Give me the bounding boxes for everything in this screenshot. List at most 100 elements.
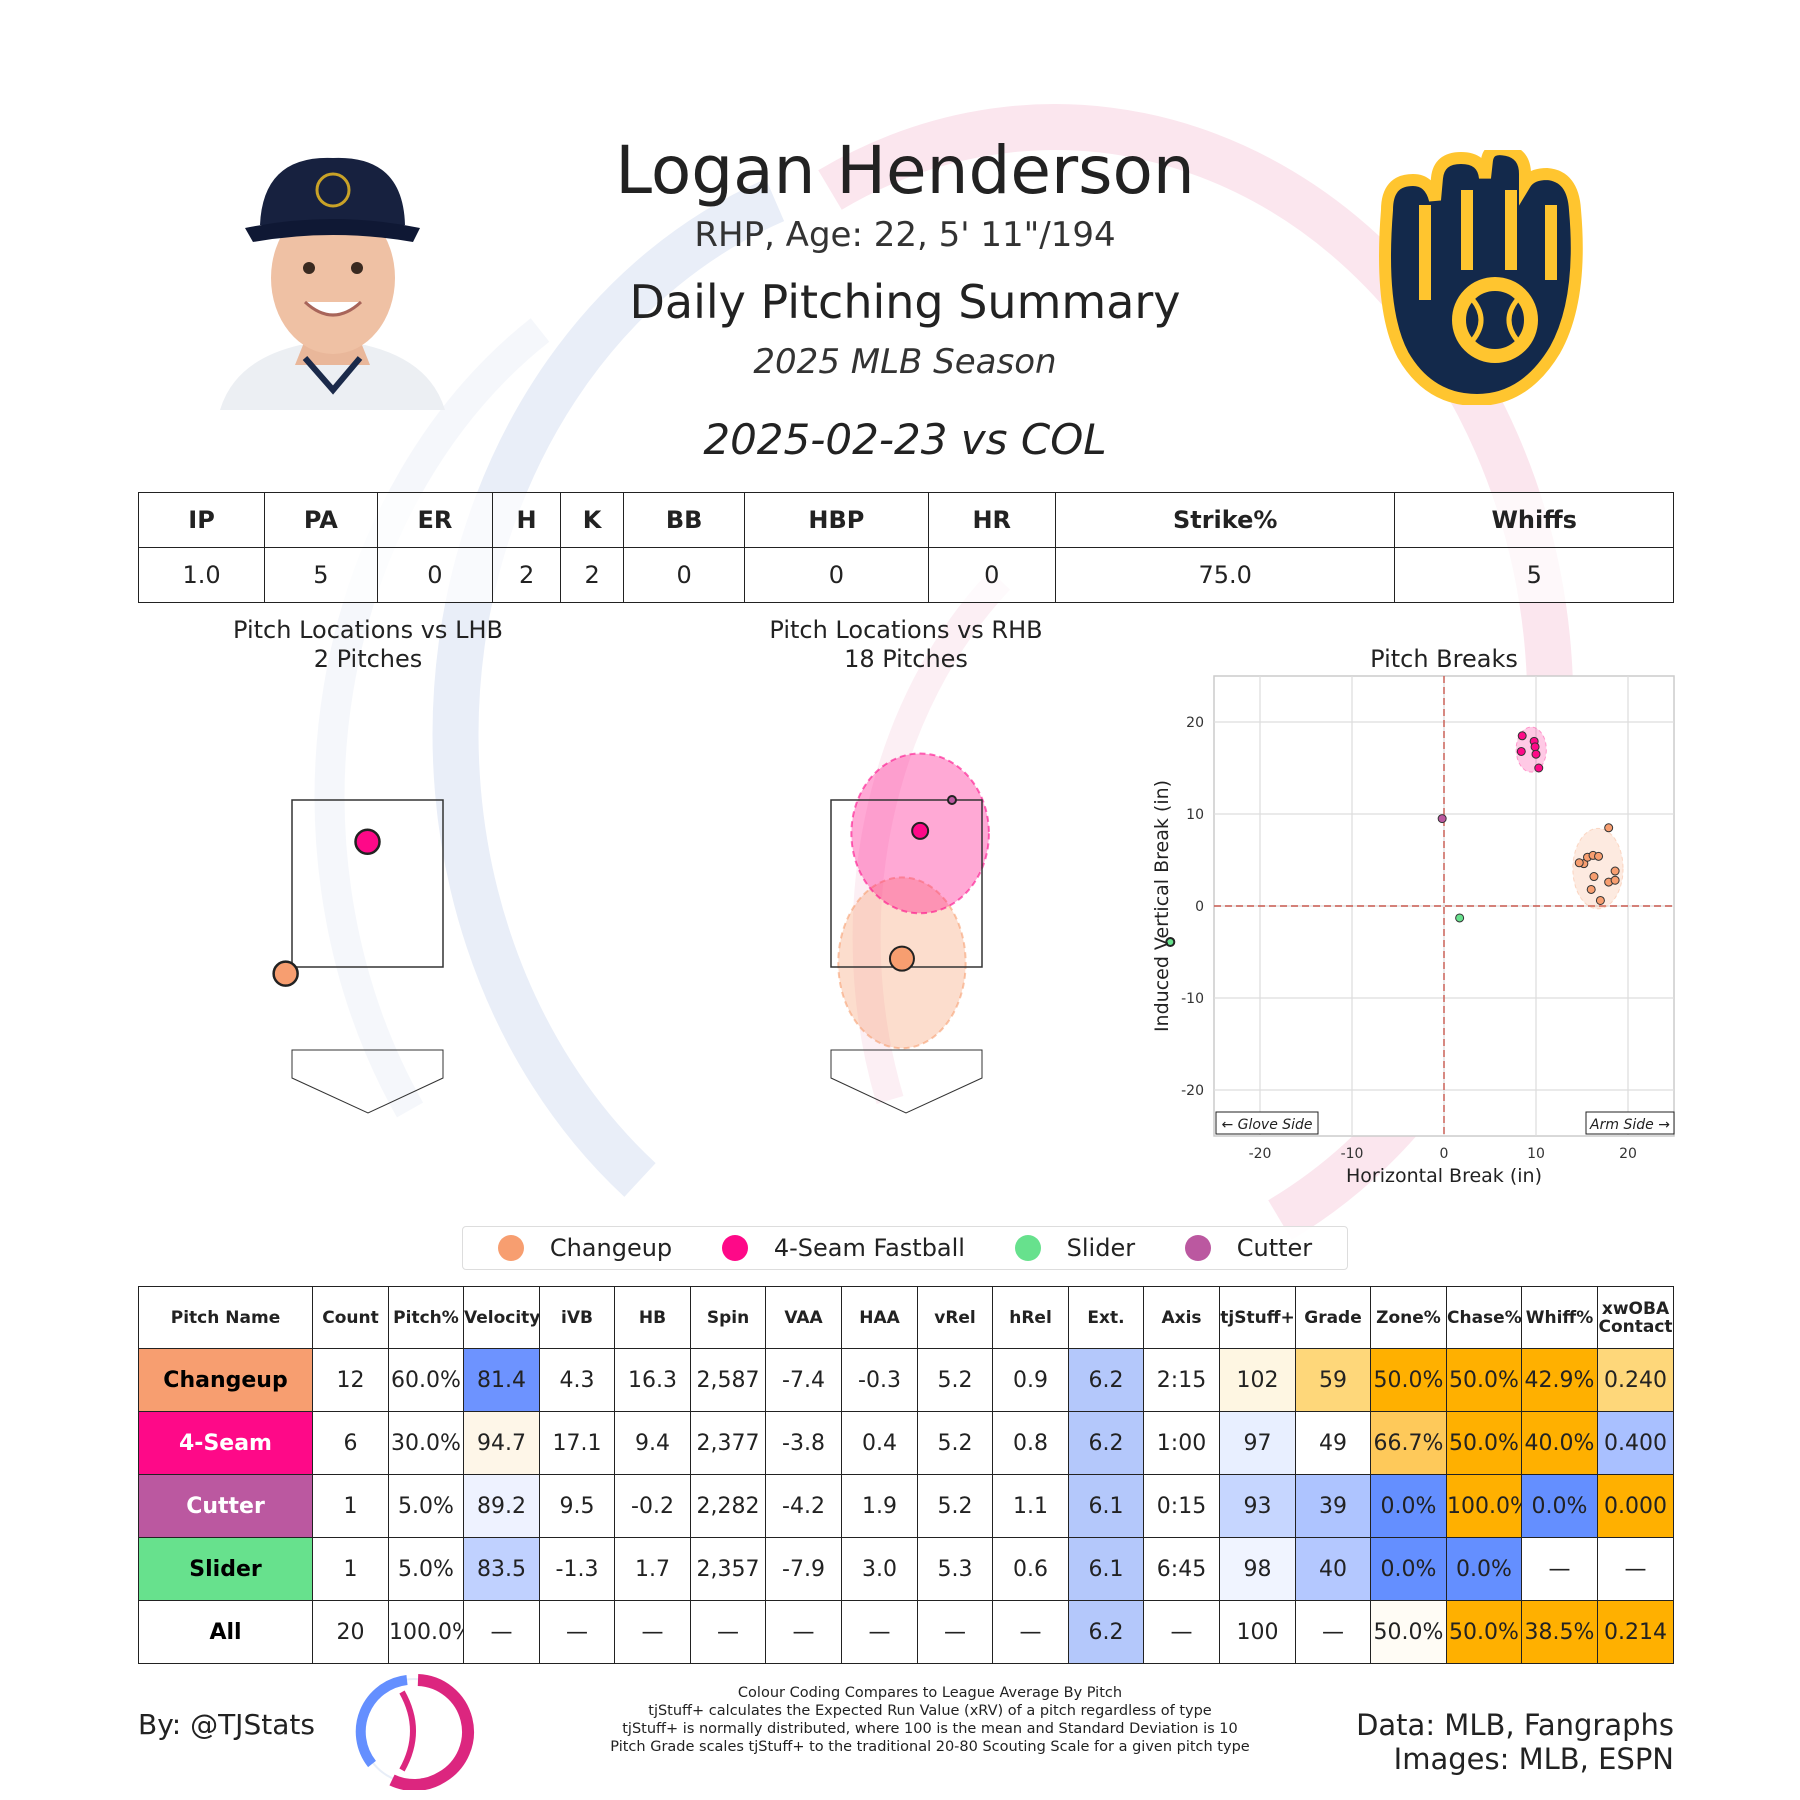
pitch-metric-cell: 93 (1219, 1474, 1296, 1538)
breaks-grid (1214, 676, 1674, 1136)
pitch-name-cell: Slider (138, 1537, 313, 1601)
pitch-metric-cell: 5.2 (917, 1474, 993, 1538)
box-header-k: K (560, 492, 625, 548)
fastball-legend-dot (721, 1235, 748, 1261)
location-chart-lhb: Pitch Locations vs LHB 2 Pitches (233, 616, 503, 1114)
footnote-1: Colour Coding Compares to League Average… (737, 1685, 1123, 1701)
box-value-hbp: 0 (744, 547, 929, 603)
box-value-er: 0 (376, 547, 494, 603)
pitch-metric-cell: 6.1 (1068, 1537, 1144, 1601)
footnote-2: tjStuff+ calculates the Expected Run Val… (648, 1703, 1212, 1719)
pitch-metric-cell: — (1597, 1537, 1674, 1601)
pitch-metric-cell: 5.2 (917, 1348, 993, 1412)
pitch-metric-cell: 0.8 (992, 1411, 1069, 1475)
season-label: 2025 MLB Season (753, 342, 1057, 382)
legend-item-changeup: Changeup (497, 1234, 673, 1262)
pitch-metric-cell: — (1143, 1600, 1220, 1664)
pitch-table-header-cell: xwOBA Contact (1597, 1286, 1674, 1349)
pitch-metric-cell: 1 (312, 1537, 389, 1601)
pitch-metric-cell: 83.5 (463, 1537, 540, 1601)
legend-label-cutter: Cutter (1236, 1234, 1313, 1262)
pitch-metric-cell: -7.9 (765, 1537, 842, 1601)
pitch-metric-cell: 0.0% (1370, 1537, 1447, 1601)
pitch-name-cell: 4-Seam (138, 1411, 313, 1475)
pitch-metric-cell: 0:15 (1143, 1474, 1220, 1538)
pitch-metric-cell: 0.4 (841, 1411, 918, 1475)
pitch-metric-cell: 81.4 (463, 1348, 540, 1412)
pitch-metric-cell: 59 (1295, 1348, 1371, 1412)
box-header-strike-pct: Strike% (1054, 492, 1396, 548)
pitch-table-header-cell: Axis (1143, 1286, 1220, 1349)
x-tick-label: -10 (1341, 1146, 1364, 1162)
pitch-metric-cell: 30.0% (388, 1411, 464, 1475)
break-point (1437, 814, 1447, 824)
pitch-metric-cell: — (690, 1600, 766, 1664)
box-value-k: 2 (560, 547, 625, 603)
lhb-pitch-point (272, 960, 299, 987)
breaks-x-label: Horizontal Break (in) (1346, 1165, 1542, 1187)
pitch-table-header-cell: Pitch Name (138, 1286, 313, 1349)
pitch-metric-cell: 49 (1295, 1411, 1371, 1475)
pitch-table-header-cell: Whiff% (1521, 1286, 1598, 1349)
x-tick-label: 10 (1527, 1146, 1545, 1162)
break-point (1574, 858, 1584, 868)
y-tick-label: 0 (1195, 899, 1204, 915)
x-tick-label: -20 (1249, 1146, 1272, 1162)
pitch-metric-cell: 20 (312, 1600, 389, 1664)
box-value-bb: 0 (623, 547, 746, 603)
report-title: Daily Pitching Summary (629, 275, 1181, 329)
pitch-metric-cell: 0.9 (992, 1348, 1069, 1412)
pitch-metric-cell: — (539, 1600, 615, 1664)
pitch-metric-cell: 1.9 (841, 1474, 918, 1538)
pitch-legend: Changeup 4-Seam Fastball Slider Cutter (462, 1226, 1348, 1270)
pitch-metric-cell: 0.0% (1521, 1474, 1598, 1538)
pitch-metric-cell: 5.2 (917, 1411, 993, 1475)
pitch-metric-cell: 3.0 (841, 1537, 918, 1601)
pitch-metric-cell: — (765, 1600, 842, 1664)
pitch-table-header-cell: Chase% (1446, 1286, 1522, 1349)
rhb-points (888, 795, 1176, 972)
y-tick-label: 10 (1186, 807, 1204, 823)
lhb-strike-zone (291, 799, 444, 968)
data-source: Data: MLB, Fangraphs (1356, 1708, 1674, 1742)
pitch-table-header-cell: iVB (539, 1286, 615, 1349)
pitch-metric-cell: -7.4 (765, 1348, 842, 1412)
break-point (1589, 872, 1599, 882)
pitch-metric-cell: 12 (312, 1348, 389, 1412)
arm-side-label: Arm Side → (1589, 1117, 1670, 1133)
legend-label-slider: Slider (1066, 1234, 1136, 1262)
pitch-metric-cell: 50.0% (1446, 1348, 1522, 1412)
changeup-legend-dot (497, 1235, 524, 1261)
pitch-metric-cell: 6.2 (1068, 1348, 1144, 1412)
pitch-metric-cell: 2:15 (1143, 1348, 1220, 1412)
footnotes: Colour Coding Compares to League Average… (560, 1684, 1300, 1756)
break-cluster-ellipse (1572, 827, 1624, 910)
pitch-metric-cell: 89.2 (463, 1474, 540, 1538)
box-header-ip: IP (137, 492, 266, 548)
pitch-name-cell: Cutter (138, 1474, 313, 1538)
pitch-metric-cell: 0.0% (1370, 1474, 1447, 1538)
pitch-metric-cell: 39 (1295, 1474, 1371, 1538)
breaks-chart-title: Pitch Breaks (1370, 645, 1518, 673)
legend-label-changeup: Changeup (549, 1234, 673, 1262)
pitch-metric-cell: 2,587 (690, 1348, 766, 1412)
pitch-metric-cell: — (992, 1600, 1069, 1664)
pitch-table-header-cell: Count (312, 1286, 389, 1349)
table-row: Slider 1 5.0% 83.5 -1.3 1.7 2,357 -7.9 3.0 5.3 0.6… (138, 1537, 1674, 1601)
box-score-value-row: 1.0 5 0 2 2 0 0 0 75.0 5 (137, 547, 1674, 603)
box-value-ip: 1.0 (137, 547, 266, 603)
pitch-metric-cell: 94.7 (463, 1411, 540, 1475)
pitch-metric-cell: — (614, 1600, 691, 1664)
pitch-table-header-cell: HAA (841, 1286, 918, 1349)
pitch-metric-cell: 98 (1219, 1537, 1296, 1601)
pitch-metric-cell: 0.6 (992, 1537, 1069, 1601)
break-point (1455, 913, 1465, 923)
pitch-metric-cell: 6:45 (1143, 1537, 1220, 1601)
pitch-metric-cell: 1.7 (614, 1537, 691, 1601)
breaks-points (1437, 731, 1620, 923)
x-tick-label: 0 (1440, 1146, 1449, 1162)
pitch-metric-cell: — (917, 1600, 993, 1664)
legend-item-fastball: 4-Seam Fastball (721, 1234, 965, 1262)
y-tick-label: 20 (1186, 715, 1204, 731)
